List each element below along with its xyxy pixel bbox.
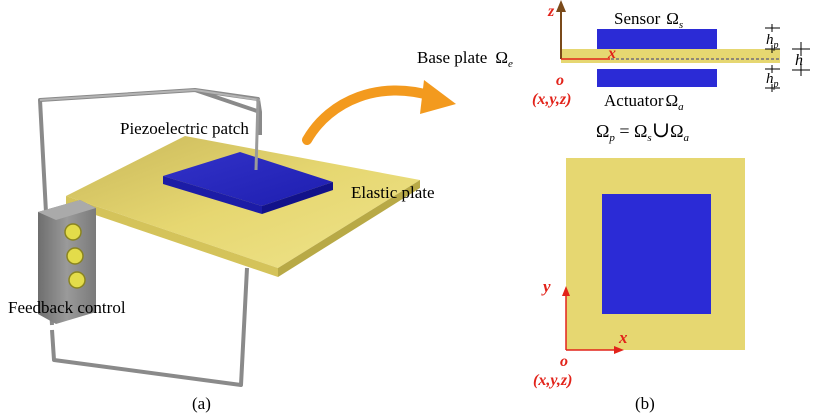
origin-label-side: o [556, 72, 564, 89]
origin-label-top: o [560, 353, 568, 370]
actuator-rect [597, 69, 717, 87]
coords-label-side: (x,y,z) [532, 91, 571, 108]
frame-wire-top [39, 88, 261, 101]
top-view-patch [602, 194, 711, 314]
knob [68, 271, 86, 289]
feedback-control-box [38, 200, 96, 324]
z-axis-label: z [547, 3, 555, 20]
hp-bottom-label: hp [766, 71, 779, 90]
panel-b-top: y x o (x,y,z) (b) [533, 158, 745, 413]
knob [64, 223, 82, 241]
transition-arrow [302, 80, 456, 145]
y-axis-label-top: y [541, 277, 551, 296]
coords-label-top: (x,y,z) [533, 372, 572, 389]
union-equation: Ωp = Ωs∪Ωa [596, 117, 690, 144]
sensor-rect [597, 29, 717, 49]
thickness-markers [765, 24, 810, 92]
elastic-plate-label: Elastic plate [351, 183, 435, 202]
piezo-patch-3d [163, 152, 333, 214]
x-axis-label-top: x [618, 328, 628, 347]
hp-top-label: hp [766, 32, 779, 51]
base-plate-rect [561, 49, 780, 63]
base-plate-label: Base plate Ωe [417, 48, 513, 70]
panel-a: Piezoelectric patch Elastic plate Feedba… [8, 88, 435, 413]
knob [66, 247, 84, 265]
panel-b-caption: (b) [635, 394, 655, 413]
panel-a-caption: (a) [192, 394, 211, 413]
piezo-patch-label: Piezoelectric patch [120, 119, 249, 138]
sensor-label: Sensor Ωs [614, 9, 683, 31]
h-label: h [795, 52, 803, 69]
frame-wire-drop [254, 98, 260, 171]
actuator-label: Actuator Ωa [604, 91, 684, 113]
feedback-control-label: Feedback control [8, 298, 126, 317]
panel-b-side: z x o (x,y,z) Base plate Ωe Sensor Ωs Actu… [417, 0, 810, 144]
frame-wire-bottom [50, 267, 249, 387]
x-axis-label-side: x [607, 45, 616, 62]
